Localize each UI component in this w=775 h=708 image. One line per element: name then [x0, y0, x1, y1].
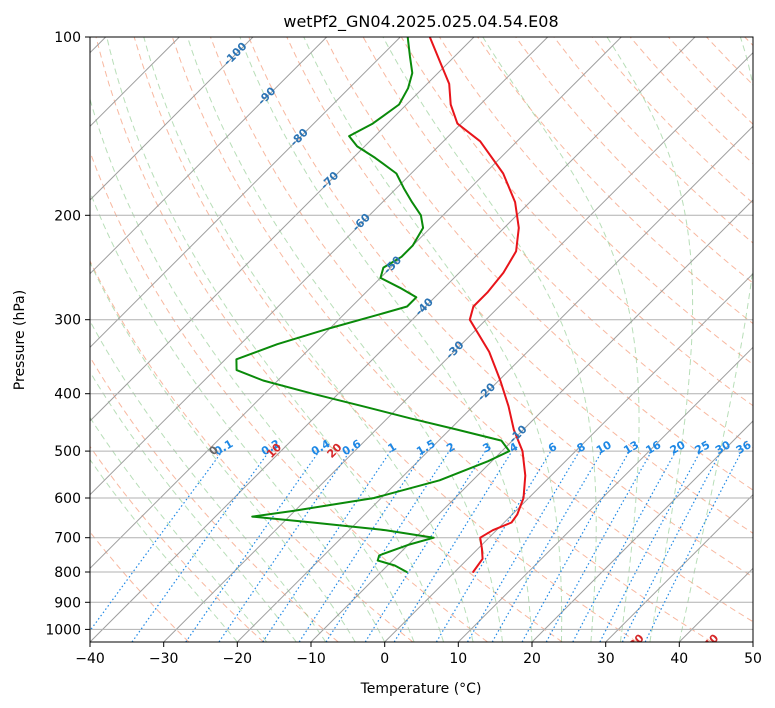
dry-adiabat-line [90, 259, 414, 642]
isotherm-line [310, 199, 753, 642]
isotherm-line [90, 37, 254, 201]
mixing-ratio-line [298, 450, 425, 642]
moist-adiabat-line [90, 416, 268, 642]
dry-adiabat-line [95, 37, 563, 642]
mixing-ratio-line [545, 450, 653, 642]
dry-adiabat-line [171, 37, 712, 642]
dry-adiabat-line [133, 37, 638, 642]
dry-adiabat-label: 30 [627, 631, 647, 651]
y-tick-label: 900 [54, 595, 81, 611]
y-tick-label: 500 [54, 444, 81, 460]
y-axis-label: Pressure (hPa) [12, 290, 28, 390]
moist-adiabat-line [90, 370, 297, 642]
grid-lines [90, 37, 753, 642]
y-tick-label: 400 [54, 387, 81, 403]
moist-adiabat-line [90, 261, 356, 642]
isotherm-line [236, 125, 753, 642]
moist-adiabat-line [106, 37, 445, 642]
dry-adiabat-line [248, 37, 753, 578]
plot-frame [89, 36, 754, 643]
x-axis-ticks: −40 −30 −20 −10 0 10 20 30 40 50 [75, 642, 762, 667]
isotherm-line [163, 51, 753, 642]
y-tick-label: 200 [54, 208, 81, 224]
dry-adiabat-line [286, 37, 753, 534]
x-tick-label: 30 [597, 651, 615, 667]
dry-adiabat-line [90, 445, 264, 642]
isotherm-line [531, 420, 753, 642]
moist-adiabat-line [482, 37, 640, 642]
moist-adiabat-line [382, 37, 597, 642]
x-tick-label: −10 [296, 651, 326, 667]
isotherm-line [457, 346, 753, 642]
isotherm-line [90, 37, 475, 422]
x-tick-label: 50 [744, 651, 762, 667]
temperature-profile-line [428, 37, 527, 573]
mixing-ratio-line [572, 450, 677, 642]
mixing-ratio-lines [90, 450, 743, 642]
isotherm-line [90, 37, 549, 496]
x-tick-label: 0 [380, 651, 389, 667]
moist-adiabat-line [606, 37, 694, 642]
dry-adiabat-line [90, 356, 339, 642]
mixing-ratio-line [644, 450, 743, 642]
moist-adiabat-line [90, 458, 238, 642]
isotherm-line [90, 37, 622, 570]
moist-adiabat-line [143, 37, 474, 642]
x-tick-label: −40 [75, 651, 105, 667]
y-tick-label: 1000 [45, 622, 81, 638]
isotherm-line [90, 37, 328, 275]
x-tick-label: 40 [670, 651, 688, 667]
chart-title: wetPf2_GN04.2025.025.04.54.E08 [283, 12, 558, 32]
moist-adiabat-line [678, 37, 753, 642]
y-tick-label: 600 [54, 491, 81, 507]
moist-adiabat-line [90, 320, 327, 642]
isotherm-line [90, 37, 401, 349]
mixing-ratio-label: 36 [734, 438, 754, 457]
y-tick-label: 800 [54, 565, 81, 581]
y-tick-label: 100 [54, 30, 81, 46]
mixing-ratio-line [325, 450, 450, 642]
y-tick-label: 300 [54, 313, 81, 329]
x-tick-label: 10 [449, 651, 467, 667]
isotherm-line [384, 272, 753, 642]
x-tick-label: 20 [523, 651, 541, 667]
y-tick-label: 700 [54, 531, 81, 547]
mixing-ratio-line [393, 450, 513, 642]
dry-adiabat-line [515, 37, 753, 284]
moist-adiabat-line [239, 37, 533, 642]
dry-adiabat-line [210, 37, 753, 623]
mixing-ratio-line [262, 450, 392, 642]
mixing-ratio-line [131, 450, 270, 642]
mixing-ratio-line [521, 450, 631, 642]
dry-adiabat-label: 40 [701, 631, 721, 651]
x-axis-label: Temperature (°C) [360, 681, 482, 697]
moist-adiabat-line [187, 37, 503, 642]
mixing-ratio-line [90, 450, 223, 632]
background-lines [90, 37, 753, 642]
profile-series [235, 37, 527, 573]
dewpoint-profile-line [235, 37, 511, 573]
x-tick-label: −30 [149, 651, 179, 667]
moist-adiabat-line [303, 37, 563, 642]
x-tick-label: −20 [223, 651, 253, 667]
mixing-ratio-line [185, 450, 320, 642]
moist-adiabat-line [90, 190, 386, 642]
isotherm-line [90, 37, 696, 642]
y-axis-ticks: 100 200 300 400 500 600 700 800 900 1000 [45, 30, 90, 638]
isotherm-line [605, 493, 753, 642]
mixing-ratio-line [218, 450, 351, 642]
dry-adiabat-line [324, 37, 753, 491]
